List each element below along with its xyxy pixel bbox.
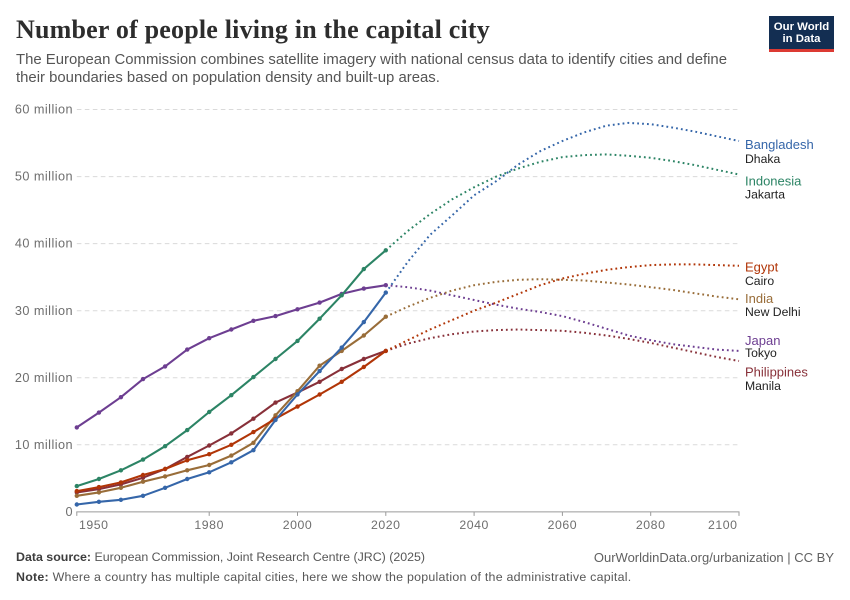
svg-text:Egypt: Egypt	[745, 260, 779, 275]
svg-text:Japan: Japan	[745, 333, 780, 348]
svg-text:40 million: 40 million	[15, 237, 73, 251]
svg-text:1980: 1980	[194, 518, 224, 532]
svg-text:Dhaka: Dhaka	[745, 152, 780, 166]
svg-text:2060: 2060	[548, 518, 578, 532]
svg-text:10 million: 10 million	[15, 438, 73, 452]
svg-text:1950: 1950	[79, 518, 109, 532]
svg-text:2100: 2100	[708, 518, 738, 532]
svg-text:2000: 2000	[283, 518, 313, 532]
svg-text:Philippines: Philippines	[745, 364, 808, 379]
svg-text:2020: 2020	[371, 518, 401, 532]
svg-text:Tokyo: Tokyo	[745, 346, 777, 360]
svg-text:50 million: 50 million	[15, 170, 73, 184]
svg-text:2080: 2080	[636, 518, 666, 532]
svg-text:New Delhi: New Delhi	[745, 305, 801, 319]
svg-text:Cairo: Cairo	[745, 274, 774, 288]
svg-text:Manila: Manila	[745, 379, 781, 393]
svg-text:Bangladesh: Bangladesh	[745, 137, 814, 152]
svg-text:India: India	[745, 291, 774, 306]
svg-text:60 million: 60 million	[15, 103, 73, 117]
svg-text:20 million: 20 million	[15, 371, 73, 385]
svg-text:0: 0	[65, 505, 73, 519]
svg-text:Indonesia: Indonesia	[745, 174, 802, 189]
svg-text:Jakarta: Jakarta	[745, 188, 785, 202]
svg-text:30 million: 30 million	[15, 304, 73, 318]
svg-text:2040: 2040	[459, 518, 489, 532]
